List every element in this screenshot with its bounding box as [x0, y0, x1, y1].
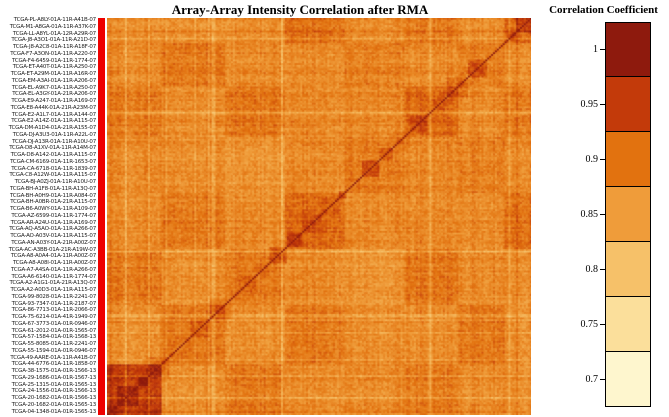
row-label: TCGA-BH-A0BR-01A-21R-A115-07 [10, 199, 96, 206]
row-label: TCGA-A2-A1G1-01A-21R-A13Q-07 [9, 280, 97, 287]
row-label: TCGA-BH-A0H9-01A-11R-A084-07 [10, 192, 96, 199]
row-label: TCGA-D8-A142-01A-11R-A115-07 [10, 152, 97, 158]
row-label: TCGA-93-7347-01A-11R-2187-07 [11, 300, 97, 307]
colorbar-step: 0.85 [566, 187, 651, 242]
row-label: TCGA-DJ-A3U3-01A-11R-A22L-07 [12, 131, 96, 138]
colorbar-step: 0.7 [566, 352, 651, 407]
row-label: TCGA-A8-A0A4-01A-11R-A00Z-07 [10, 253, 96, 260]
row-label: TCGA-61-2012-01A-01R-1565-07 [11, 327, 97, 334]
row-label: TCGA-A7-A4SA-01A-11R-A266-07 [11, 266, 96, 273]
row-label: TCGA-20-1682-01A-01R-1565-13 [11, 401, 97, 408]
colorbar-step: 0.95 [566, 77, 651, 132]
row-label: TCGA-J8-A3O1-01A-11R-A21D-07 [11, 37, 96, 44]
row-label: TCGA-24-1556-01A-01R-1566-13 [11, 388, 97, 395]
row-label: TCGA-20-1682-01A-01R-1566-13 [11, 395, 97, 401]
row-label: TCGA-BJ-A0ZJ-01A-11R-A10U-07 [14, 179, 97, 185]
row-label: TCGA-AR-A24U-01A-11R-A169-07 [10, 219, 97, 226]
row-label: TCGA-49-AARE-01A-11R-A41B-07 [10, 354, 96, 361]
row-label: TCGA-EL-A3GY-01A-21R-A206-07 [12, 91, 96, 98]
row-label: TCGA-CM-6169-01A-11R-1653-07 [10, 158, 96, 165]
row-label: TCGA-86-7713-01A-11R-2066-07 [11, 307, 97, 314]
row-label: TCGA-99-8028-01A-11R-2241-07 [11, 293, 97, 300]
colorbar-swatch [605, 352, 651, 407]
row-label: TCGA-57-1584-01A-01R-1568-13 [11, 334, 97, 341]
colorbar-legend: Correlation Coefficient 1 0.95 0.9 0.85 0.8 0… [538, 0, 669, 417]
row-label: TCGA-67-3773-01A-01R-0946-07 [11, 320, 97, 327]
row-label: TCGA-E2-A14Z-01A-11R-A115-07 [11, 118, 96, 125]
colorbar-tick-label: 0.7 [585, 374, 599, 385]
row-label: TCGA-E2-A1L7-01A-11R-A144-07 [11, 111, 96, 118]
row-label: TCGA-CA-6718-01A-11R-1839-07 [11, 165, 96, 172]
colorbar-swatch [605, 187, 651, 242]
chart-title: Array-Array Intensity Correlation after … [171, 2, 429, 17]
row-label: TCGA-A6-6140-01A-11R-1774-07 [11, 273, 97, 280]
row-label: TCGA-E8-A44K-01A-21R-A23M-07 [10, 104, 97, 111]
colorbar-tick-label: 0.95 [580, 99, 599, 110]
colorbar-tick-mark [600, 324, 605, 325]
row-label: TCGA-DJ-A13R-01A-11R-A10U-07 [12, 138, 96, 145]
legend-title: Correlation Coefficient [549, 4, 658, 16]
row-label: TCGA-29-1686-01A-01R-1567-13 [11, 374, 97, 381]
row-label: TCGA-04-1348-01A-01R-1565-13 [11, 408, 97, 415]
colorbar-swatch [605, 22, 651, 77]
colorbar-tick-mark [600, 269, 605, 270]
row-label: TCGA-44-6776-01A-11R-1858-07 [11, 361, 97, 368]
row-label: TCGA-AO-A03V-01A-11R-A115-07 [10, 233, 96, 239]
colorbar: 1 0.95 0.9 0.85 0.8 0.75 0.7 [566, 22, 651, 407]
colorbar-tick-label: 0.9 [585, 154, 599, 165]
colorbar-step: 1 [566, 22, 651, 77]
colorbar-step: 0.75 [566, 297, 651, 352]
colorbar-swatch [605, 297, 651, 352]
row-label: TCGA-25-1315-01A-01R-1565-13 [11, 381, 97, 388]
colorbar-tick-label: 0.85 [580, 209, 599, 220]
colorbar-swatch [605, 132, 651, 187]
row-label: TCGA-J8-A2C8-01A-11R-A18F-07 [12, 44, 96, 50]
row-label: TCGA-ET-A40T-01A-11R-A250-07 [12, 64, 96, 71]
colorbar-tick-label: 0.8 [585, 264, 599, 275]
row-label: TCGA-F4-6459-01A-11R-1774-07 [12, 57, 96, 64]
row-annotation-bar [98, 18, 105, 415]
colorbar-swatch [605, 242, 651, 297]
colorbar-tick-mark [600, 214, 605, 215]
colorbar-swatch [605, 77, 651, 132]
colorbar-tick-mark [600, 104, 605, 105]
row-label: TCGA-F7-A3ON-01A-11R-A220-07 [10, 50, 96, 57]
row-label: TCGA-55-1594-01A-01R-0946-07 [11, 347, 97, 354]
row-label: TCGA-EL-A9K7-01A-11R-A250-07 [11, 84, 96, 91]
colorbar-tick-mark [600, 379, 605, 380]
row-label: TCGA-38-1575-01A-01R-1566-13 [11, 368, 97, 374]
row-label: TCGA-DM-A1D4-01A-21R-A155-07 [8, 125, 97, 131]
row-label: TCGA-A2-A0D3-01A-11R-A115-07 [10, 287, 97, 293]
row-label: TCGA-ET-A29M-01A-11R-A16R-07 [10, 71, 96, 77]
colorbar-tick-label: 0.75 [580, 319, 599, 330]
row-label: TCGA-D8-A1XV-01A-11R-A14M-07 [9, 145, 96, 152]
row-label: TCGA-AZ-6599-01A-11R-1774-07 [11, 212, 96, 219]
row-label: TCGA-M1-A8GA-01A-11R-A37K-07 [9, 23, 96, 30]
row-label: TCGA-A8-A08I-01A-11R-A00Z-07 [12, 260, 96, 266]
row-label: TCGA-AQ-A5AO-01A-11R-A266-07 [9, 226, 96, 233]
colorbar-tick-label: 1 [593, 44, 598, 55]
row-label: TCGA-BH-A1F8-01A-11R-A13Q-07 [10, 185, 96, 192]
row-label: TCGA-LL-A8YL-01A-12R-A29R-07 [12, 30, 96, 37]
row-label: TCGA-AN-A03Y-01A-21R-A00Z-07 [11, 239, 96, 246]
row-label: TCGA-E9-A247-01A-11R-A169-07 [11, 98, 96, 104]
colorbar-step: 0.8 [566, 242, 651, 297]
colorbar-step: 0.9 [566, 132, 651, 187]
row-label-axis: TCGA-PL-A8LY-01A-11R-A41B-07 TCGA-M1-A8GA… [0, 17, 97, 415]
row-label: TCGA-PL-A8LY-01A-11R-A41B-07 [13, 17, 96, 23]
row-label: TCGA-EM-A3AI-01A-11R-A206-07 [11, 77, 96, 84]
row-label: TCGA-75-6214-01A-41R-1949-07 [11, 314, 97, 320]
correlation-heatmap [107, 18, 531, 415]
row-label: TCGA-B6-A0WY-01A-11R-A109-07 [10, 206, 96, 212]
row-label: TCGA-C8-A12W-01A-11R-A115-07 [9, 172, 96, 179]
row-label: TCGA-55-8085-01A-11R-2241-07 [11, 341, 97, 347]
row-label: TCGA-AC-A3BB-01A-21R-A19W-07 [8, 246, 96, 253]
colorbar-tick-mark [600, 49, 605, 50]
colorbar-tick-mark [600, 159, 605, 160]
